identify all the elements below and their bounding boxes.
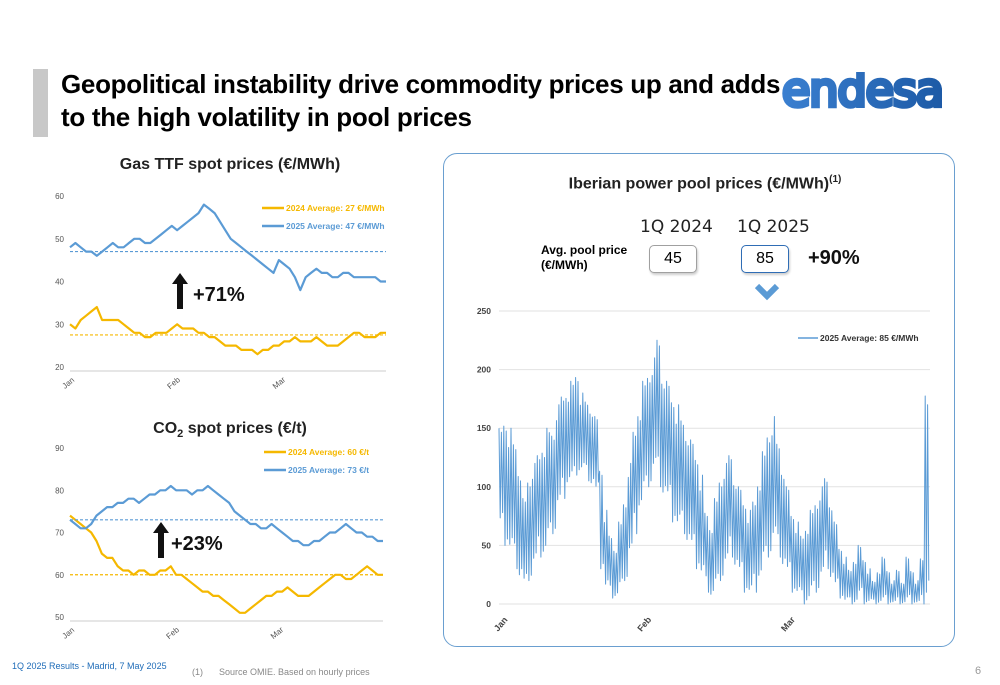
co2-ytick-label: 90 (55, 444, 64, 453)
pool-legend-label: 2025 Average: 85 €/MWh (820, 333, 919, 343)
pool-value-2025: 85 (741, 245, 789, 273)
avg-pool-price-label: Avg. pool price (€/MWh) (541, 243, 628, 272)
footnote-text: Source OMIE. Based on hourly prices (219, 667, 370, 677)
endesa-logo: endesa (782, 72, 942, 114)
page-title: Geopolitical instability drive commodity… (61, 68, 781, 134)
page-number: 6 (975, 665, 982, 677)
co2-ytick-label: 70 (55, 529, 64, 538)
pool-change-label: +90% (808, 247, 860, 269)
co2-series-0-line (69, 514, 383, 614)
gas-ytick-label: 30 (55, 320, 64, 329)
pool-ytick-label: 50 (482, 540, 492, 550)
pool-ytick-label: 0 (486, 599, 491, 609)
co2-ytick-label: 80 (55, 486, 64, 495)
pool-ytick-label: 150 (477, 423, 491, 433)
co2-up-arrow-icon (153, 522, 169, 558)
svg-text:endesa: endesa (782, 72, 942, 114)
co2-change-label: +23% (171, 533, 223, 555)
gas-chart-title: Gas TTF spot prices (€/MWh) (119, 156, 341, 173)
co2-ytick-label: 60 (55, 571, 64, 580)
title-line-1: Geopolitical instability drive commodity… (61, 69, 781, 99)
gas-ytick-label: 50 (55, 235, 64, 244)
gas-legend-label-1: 2025 Average: 47 €/MWh (286, 221, 385, 231)
gas-ytick-label: 60 (55, 192, 64, 201)
gas-series-1-line (69, 203, 386, 292)
pool-col-2024: 1Q 2024 (640, 217, 713, 237)
co2-chart-title: CO2 spot prices (€/t) (153, 420, 307, 441)
gas-legend-label-0: 2024 Average: 27 €/MWh (286, 203, 385, 213)
co2-ytick-label: 50 (55, 613, 64, 622)
pool-series-line (498, 339, 930, 605)
pool-xtick-label: Feb (635, 614, 653, 633)
pool-xtick-label: Mar (779, 614, 797, 633)
pool-xtick-label: Jan (492, 615, 510, 633)
gas-up-arrow-icon (172, 273, 188, 309)
co2-legend-label-1: 2025 Average: 73 €/t (288, 465, 369, 475)
pool-ytick-label: 200 (477, 365, 491, 375)
pool-chart-title: Iberian power pool prices (€/MWh)(1) (568, 174, 842, 193)
gas-series-0-line (69, 306, 386, 356)
footer-left: 1Q 2025 Results - Madrid, 7 May 2025 (12, 661, 167, 671)
footnote-number: (1) (192, 667, 203, 677)
gas-ytick-label: 20 (55, 363, 64, 372)
pool-col-2025: 1Q 2025 (737, 217, 810, 237)
pool-ytick-label: 250 (477, 306, 491, 316)
chevron-down-icon (754, 283, 780, 301)
title-accent-bar (33, 69, 48, 137)
co2-series-1-line (69, 484, 383, 547)
pool-ytick-label: 100 (477, 482, 491, 492)
title-line-2: to the high volatility in pool prices (61, 102, 472, 132)
pool-value-2024: 45 (649, 245, 697, 273)
gas-change-label: +71% (193, 284, 245, 306)
gas-ytick-label: 40 (55, 278, 64, 287)
co2-legend-label-0: 2024 Average: 60 €/t (288, 447, 369, 457)
